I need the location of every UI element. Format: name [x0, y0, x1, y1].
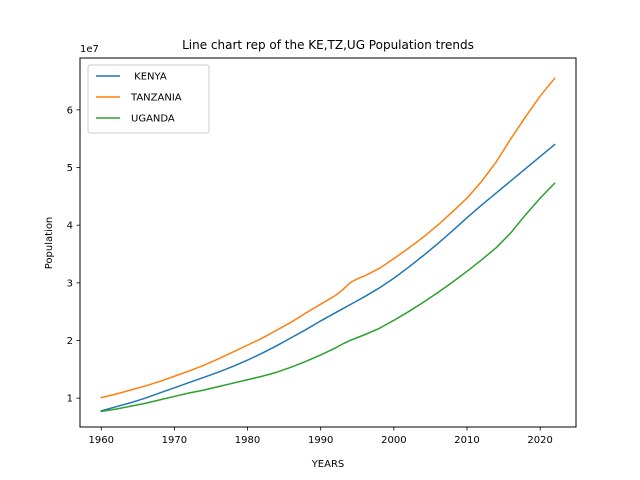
x-tick-label: 2010 — [454, 435, 479, 446]
y-tick-label: 3 — [67, 278, 73, 289]
x-tick-label: 1980 — [235, 435, 260, 446]
y-tick-label: 2 — [67, 336, 73, 347]
legend-box — [87, 64, 210, 134]
y-tick-label: 5 — [67, 163, 73, 174]
x-tick-label: 1990 — [308, 435, 333, 446]
series-line-uganda — [100, 182, 556, 413]
chart-title: Line chart rep of the KE,TZ,UG Populatio… — [182, 38, 474, 52]
legend: KENYA TANZANIA UGANDA — [87, 64, 210, 134]
plot-area-frame — [79, 57, 577, 428]
legend-label-kenya: KENYA — [131, 72, 167, 83]
y-axis-ticks: 1 2 3 4 5 6 — [67, 105, 80, 405]
x-tick-label: 1960 — [88, 435, 113, 446]
series-line-kenya — [100, 143, 556, 412]
y-axis-label: Population — [44, 217, 55, 270]
legend-label-tanzania: TANZANIA — [130, 93, 182, 104]
legend-entries: KENYA TANZANIA UGANDA — [96, 72, 182, 125]
series-line-tanzania — [100, 77, 556, 399]
y-tick-label: 1 — [67, 394, 73, 405]
y-tick-label: 4 — [67, 221, 73, 232]
legend-label-uganda: UGANDA — [131, 114, 175, 125]
y-tick-label: 6 — [67, 105, 73, 116]
series-layer — [100, 77, 556, 413]
x-tick-label: 2000 — [381, 435, 406, 446]
x-tick-label: 2020 — [527, 435, 552, 446]
x-axis-ticks: 1960 1970 1980 1990 2000 2010 2020 — [88, 427, 553, 446]
x-tick-label: 1970 — [162, 435, 187, 446]
y-offset-label: 1e7 — [80, 44, 99, 55]
x-axis-label: YEARS — [311, 459, 345, 470]
